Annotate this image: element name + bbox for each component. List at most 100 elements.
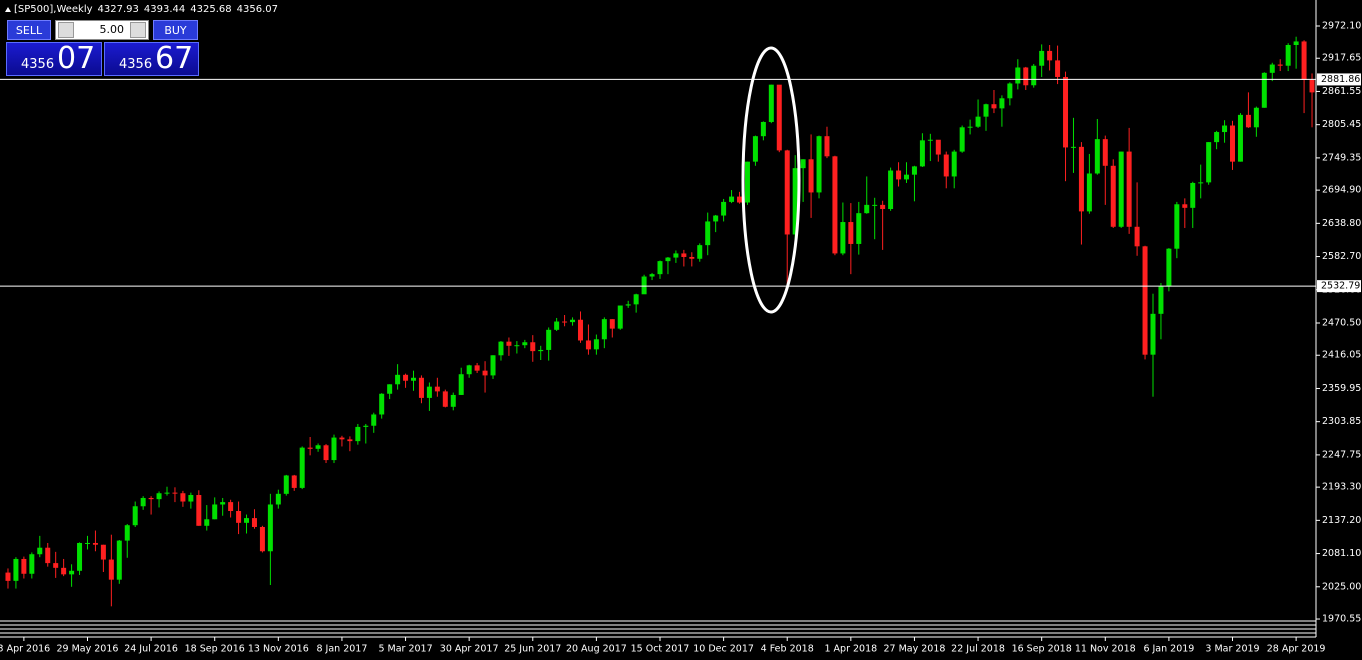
price-label-box (1317, 280, 1361, 293)
x-tick-label: 27 May 2018 (883, 644, 945, 655)
candle-body (156, 493, 162, 500)
price-label: 2532.79 (1321, 281, 1360, 292)
candle-body (387, 384, 393, 394)
y-tick-label: 2917.65 (1322, 53, 1361, 64)
candle-body (522, 342, 528, 346)
candle-body (530, 342, 536, 352)
x-tick-label: 3 Mar 2019 (1205, 644, 1259, 655)
candle-body (538, 349, 544, 352)
candle-body (959, 127, 965, 152)
candle-body (1031, 65, 1037, 86)
candle-body (45, 547, 51, 564)
candle-body (1309, 79, 1315, 93)
candle-body (999, 98, 1005, 109)
candle-body (1198, 182, 1204, 184)
lot-input[interactable]: 5.00 (55, 20, 149, 40)
x-tick-label: 10 Dec 2017 (693, 644, 754, 655)
candle-body (665, 257, 671, 262)
candle-body (188, 495, 194, 502)
y-tick-label: 2247.75 (1322, 449, 1361, 460)
ask-pips: 67 (155, 41, 194, 76)
candle-body (903, 174, 909, 180)
candle-body (69, 570, 75, 575)
candle-body (943, 154, 949, 177)
candle-body (601, 319, 607, 340)
candle-body (1237, 114, 1243, 162)
candle-body (641, 276, 647, 295)
candle-body (1301, 41, 1307, 80)
candle-body (1293, 41, 1299, 46)
candle-body (562, 321, 568, 323)
candle-body (609, 319, 615, 329)
sell-button[interactable]: SELL (7, 20, 51, 40)
buy-button[interactable]: BUY (153, 20, 198, 40)
ohlc-value: 4393.44 (143, 4, 186, 15)
candle-body (577, 319, 583, 341)
candle-body (347, 439, 353, 442)
candle-body (681, 253, 687, 257)
candle-body (411, 377, 417, 381)
candle-body (768, 84, 774, 122)
candle-body (752, 136, 758, 162)
sell-quote[interactable]: 4356 07 (6, 41, 102, 76)
candle-body (307, 447, 313, 449)
candle-body (291, 475, 297, 488)
candle-body (832, 156, 838, 254)
lot-up[interactable] (130, 22, 146, 38)
candle-body (426, 386, 432, 398)
candle-body (339, 437, 345, 440)
candle-body (760, 121, 766, 137)
candle-body (13, 558, 19, 581)
x-tick-label: 20 Aug 2017 (566, 644, 627, 655)
collapse-icon[interactable] (5, 7, 11, 12)
candle-body (808, 159, 814, 193)
candle-body (546, 329, 552, 350)
y-tick-label: 2193.30 (1322, 482, 1361, 493)
y-tick-label: 1970.55 (1322, 614, 1361, 625)
candle-body (919, 140, 925, 167)
buy-quote[interactable]: 4356 67 (104, 41, 199, 76)
candle-body (482, 370, 488, 376)
x-tick-label: 11 Nov 2018 (1075, 644, 1136, 655)
bid-pips: 07 (57, 41, 96, 76)
candle-body (1277, 64, 1283, 66)
candle-body (283, 475, 289, 494)
candle-body (800, 159, 806, 169)
candle-body (1142, 246, 1148, 355)
candle-body (1206, 142, 1212, 183)
candle-body (951, 151, 957, 177)
plot-area (5, 36, 1315, 607)
candle-body (593, 339, 599, 350)
candle-body (275, 493, 281, 505)
x-tick-label: 30 Apr 2017 (440, 644, 499, 655)
candle-body (1174, 204, 1180, 249)
candle-body (244, 518, 250, 523)
candle-body (1230, 125, 1236, 162)
candle-body (331, 437, 337, 461)
candle-body (212, 504, 218, 520)
candle-body (514, 345, 520, 347)
candle-body (1078, 146, 1084, 212)
candle-body (649, 274, 655, 277)
y-tick-label: 2749.35 (1322, 152, 1361, 163)
candle-body (848, 222, 854, 244)
x-tick-label: 25 Jun 2017 (504, 644, 561, 655)
candle-body (259, 526, 265, 552)
candle-body (1102, 139, 1108, 166)
candle-body (1110, 165, 1116, 227)
candle-body (418, 377, 424, 398)
price-label-box (1317, 73, 1361, 86)
candle-body (53, 563, 59, 568)
candle-body (792, 168, 798, 235)
candle-body (816, 136, 822, 193)
candle-body (1039, 50, 1045, 66)
candle-body (92, 542, 98, 545)
candle-body (776, 84, 782, 151)
candle-body (434, 386, 440, 392)
lot-down[interactable] (58, 22, 74, 38)
y-tick-label: 2303.85 (1322, 416, 1361, 427)
candle-body (824, 136, 830, 157)
candle-body (1023, 67, 1029, 86)
x-tick-label: 1 Apr 2018 (824, 644, 877, 655)
candle-body (975, 116, 981, 127)
